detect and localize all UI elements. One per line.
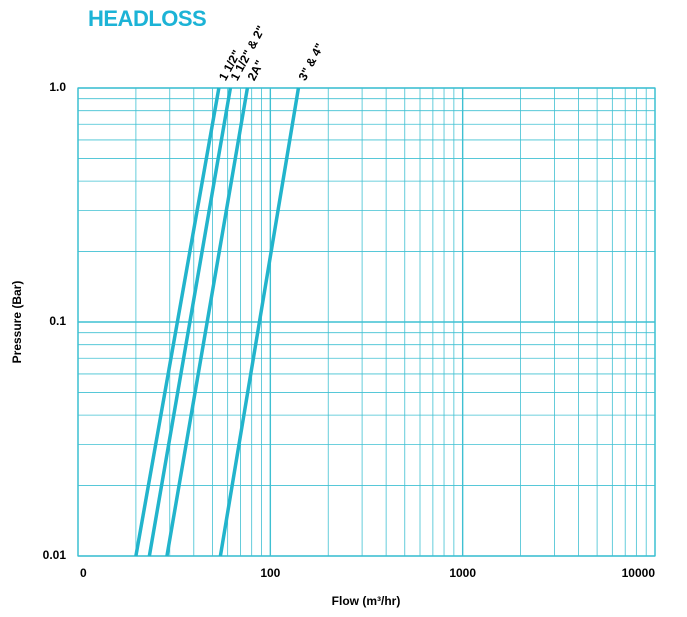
y-tick-label: 1.0	[49, 80, 66, 94]
x-tick-label: 1000	[449, 566, 476, 580]
y-tick-label: 0.01	[43, 548, 67, 562]
x-axis-label: Flow (m³/hr)	[332, 594, 401, 608]
series-line	[165, 87, 250, 557]
series-line	[134, 87, 221, 557]
chart-title: HEADLOSS	[88, 6, 206, 31]
series-line	[218, 87, 301, 557]
y-tick-label: 0.1	[49, 314, 66, 328]
x-tick-label: 100	[260, 566, 280, 580]
y-axis-label: Pressure (Bar)	[10, 281, 24, 364]
series-line	[147, 87, 233, 557]
x-tick-label: 10000	[622, 566, 656, 580]
series-label: 3" & 4"	[296, 41, 327, 83]
x-tick-label: 0	[80, 566, 87, 580]
